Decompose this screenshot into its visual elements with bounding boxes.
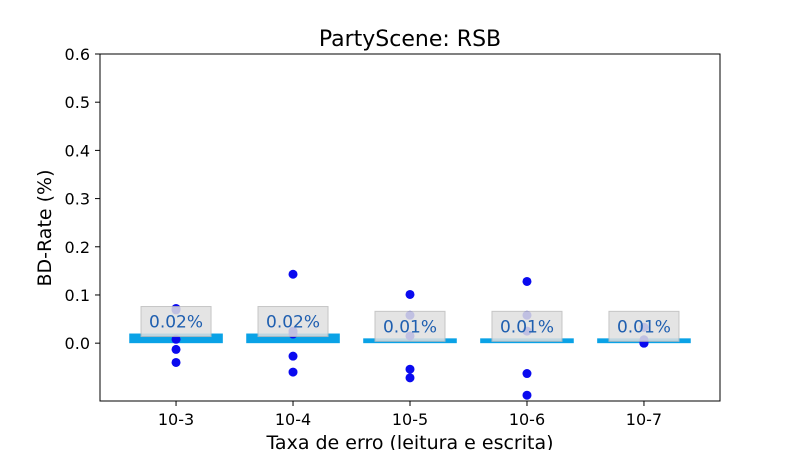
y-tick-label: 0.5 — [65, 93, 90, 112]
data-label: 0.01% — [383, 317, 437, 337]
x-tick-label: 10-5 — [392, 410, 428, 429]
data-label: 0.01% — [617, 317, 671, 337]
x-tick-label: 10-6 — [509, 410, 545, 429]
x-axis-label: Taxa de erro (leitura e escrita) — [265, 432, 553, 450]
y-tick-label: 0.6 — [65, 45, 90, 64]
data-label: 0.01% — [500, 317, 554, 337]
data-label-box — [491, 310, 563, 342]
data-point — [171, 357, 181, 367]
x-tick-label: 10-4 — [275, 410, 311, 429]
data-point — [522, 276, 532, 286]
data-point — [288, 367, 298, 377]
y-axis-label: BD-Rate (%) — [34, 169, 56, 286]
data-label: 0.02% — [266, 313, 320, 333]
y-tick-label: 0.3 — [65, 190, 90, 209]
data-point — [522, 390, 532, 400]
y-tick-label: 0.2 — [65, 238, 90, 257]
data-label-box — [257, 306, 329, 338]
data-label-box — [608, 310, 680, 342]
data-point — [288, 269, 298, 279]
data-point — [171, 344, 181, 354]
x-tick-label: 10-7 — [626, 410, 662, 429]
y-tick-label: 0.0 — [65, 334, 90, 353]
data-point — [405, 364, 415, 374]
data-point — [171, 334, 181, 344]
chart-title: PartyScene: RSB — [319, 27, 501, 52]
y-tick-label: 0.1 — [65, 286, 90, 305]
data-label: 0.02% — [149, 313, 203, 333]
data-point — [405, 373, 415, 383]
data-label-box — [374, 310, 446, 342]
data-point — [522, 369, 532, 379]
x-tick-label: 10-3 — [158, 410, 194, 429]
plot-area: 0.0 0.1 0.2 0.3 0.4 0.5 0.6 10-3 0.02% 10-4 0.02% 1… — [65, 45, 721, 429]
data-point — [405, 289, 415, 299]
y-tick-label: 0.4 — [65, 141, 90, 160]
data-label-box — [140, 306, 212, 338]
data-point — [288, 351, 298, 361]
